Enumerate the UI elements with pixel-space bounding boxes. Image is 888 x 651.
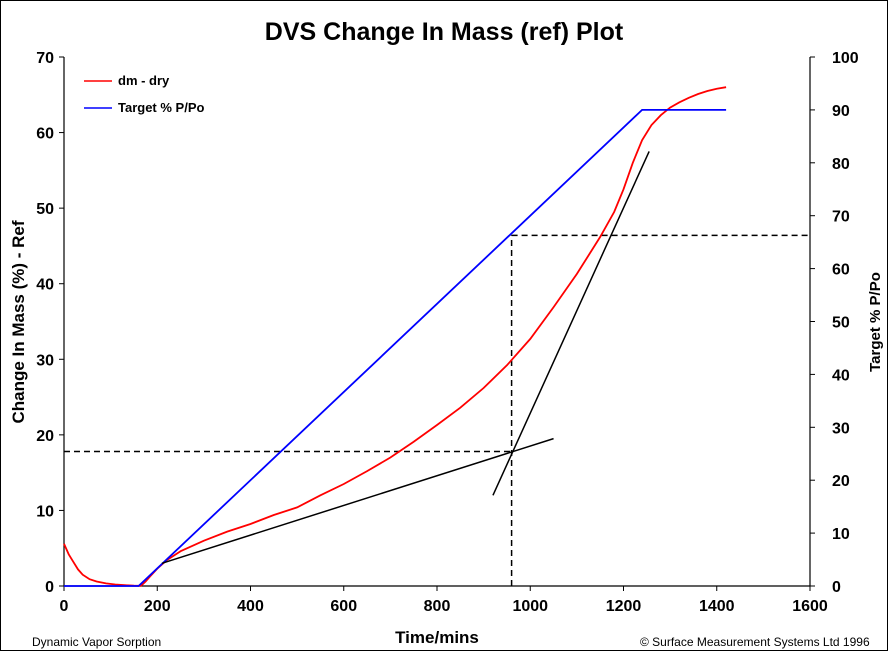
y2-tick-label: 30 (832, 420, 850, 437)
y2-tick-label: 60 (832, 262, 850, 279)
chart-title: DVS Change In Mass (ref) Plot (265, 18, 624, 46)
x-tick-label: 200 (144, 598, 171, 615)
x-tick-label: 1000 (512, 598, 548, 615)
legend: dm - dry Target % P/Po (84, 73, 205, 115)
x-tick-label: 0 (60, 598, 69, 615)
y-tick-label: 0 (45, 579, 54, 596)
x-tick-label: 1200 (606, 598, 642, 615)
y2-tick-label: 10 (832, 526, 850, 543)
footer-right: © Surface Measurement Systems Ltd 1996 (640, 635, 870, 649)
y2-tick-label: 0 (832, 579, 841, 596)
y2-tick-label: 40 (832, 367, 850, 384)
legend-label-target: Target % P/Po (118, 100, 205, 115)
x-axis-label: Time/mins (395, 628, 479, 647)
y2-tick-label: 20 (832, 473, 850, 490)
y-tick-label: 40 (36, 277, 54, 294)
y-tick-label: 70 (36, 50, 54, 67)
y2-axis-label: Target % P/Po (867, 272, 884, 372)
y2-tick-label: 70 (832, 209, 850, 226)
y-tick-label: 20 (36, 428, 54, 445)
y-tick-label: 10 (36, 503, 54, 520)
tangent-line (161, 437, 554, 565)
y2-tick-label: 100 (832, 50, 859, 67)
x-tick-label: 400 (237, 598, 264, 615)
x-tick-label: 600 (330, 598, 357, 615)
y2-tick-label: 50 (832, 315, 850, 332)
y-axis-label: Change In Mass (%) - Ref (9, 220, 28, 423)
y2-tick-label: 80 (832, 156, 850, 173)
series-line-target-p-po (64, 109, 727, 587)
y2-tick-label: 90 (832, 103, 850, 120)
footer-left: Dynamic Vapor Sorption (32, 635, 161, 649)
y-tick-label: 50 (36, 201, 54, 218)
x-tick-label: 1400 (699, 598, 735, 615)
x-tick-label: 1600 (792, 598, 828, 615)
y-tick-label: 60 (36, 126, 54, 143)
x-tick-label: 800 (424, 598, 451, 615)
tangent-line (492, 151, 650, 496)
legend-label-dm-dry: dm - dry (118, 73, 170, 88)
series-line-dm-dry (63, 86, 727, 587)
y-tick-label: 30 (36, 352, 54, 369)
